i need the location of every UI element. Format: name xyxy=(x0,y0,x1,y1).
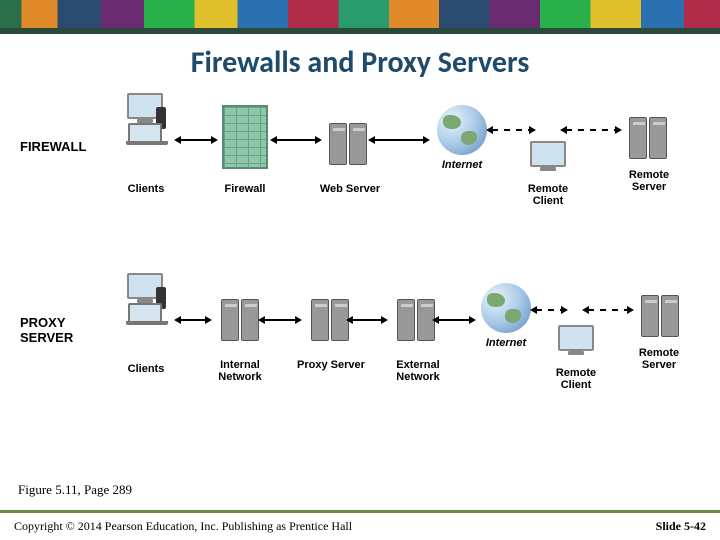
remote-server2-icon xyxy=(632,295,688,340)
arrow-icon xyxy=(180,319,206,321)
internet2-icon xyxy=(474,283,538,333)
remote-client-icon xyxy=(520,141,576,167)
arrow-dashed-icon xyxy=(566,129,616,131)
arrow-dashed-icon xyxy=(588,309,628,311)
row-label-firewall: FIREWALL xyxy=(20,139,86,154)
internet-icon xyxy=(430,105,494,155)
internal-network-label: Internal Network xyxy=(202,359,278,383)
slide-root: Firewalls and Proxy Servers FIREWALL Cli… xyxy=(0,0,720,540)
footer: Copyright © 2014 Pearson Education, Inc.… xyxy=(0,510,720,540)
arrow-icon xyxy=(264,319,296,321)
arrow-icon xyxy=(180,139,212,141)
clients2-icon xyxy=(110,273,180,323)
diagram: FIREWALL Clients Firewall Web Server Int… xyxy=(20,87,700,457)
remote-client2-label: Remote Client xyxy=(540,367,612,391)
arrow-icon xyxy=(438,319,470,321)
webserver-icon xyxy=(320,123,376,168)
arrow-icon xyxy=(352,319,382,321)
firewall-label: Firewall xyxy=(218,183,272,195)
remote-server2-label: Remote Server xyxy=(626,347,692,371)
arrow-icon xyxy=(374,139,424,141)
remote-client2-icon xyxy=(548,325,604,351)
internet2-label: Internet xyxy=(474,337,538,349)
internet-label: Internet xyxy=(430,159,494,171)
copyright-text: Copyright © 2014 Pearson Education, Inc.… xyxy=(14,519,352,534)
external-network-label: External Network xyxy=(378,359,458,383)
clients-label: Clients xyxy=(116,183,176,195)
webserver-label: Web Server xyxy=(310,183,390,195)
arrow-dashed-icon xyxy=(492,129,530,131)
arrow-icon xyxy=(276,139,316,141)
remote-server-label: Remote Server xyxy=(616,169,682,193)
clients-icon xyxy=(110,93,180,143)
remote-client-label: Remote Client xyxy=(512,183,584,207)
remote-server-icon xyxy=(620,117,676,162)
proxy-server-label: Proxy Server xyxy=(296,359,366,371)
figure-caption: Figure 5.11, Page 289 xyxy=(18,482,132,498)
arrow-dashed-icon xyxy=(536,309,562,311)
slide-title: Firewalls and Proxy Servers xyxy=(0,34,720,87)
decorative-banner xyxy=(0,0,720,28)
row-label-proxy: PROXY SERVER xyxy=(20,315,90,345)
slide-number: Slide 5-42 xyxy=(656,519,706,534)
firewall-icon xyxy=(218,105,272,169)
clients2-label: Clients xyxy=(116,363,176,375)
